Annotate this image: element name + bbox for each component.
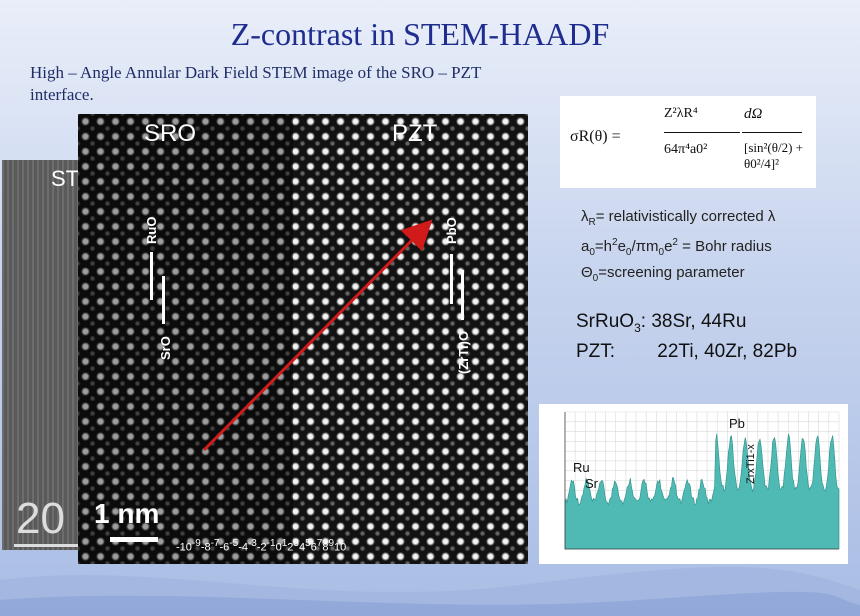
sro-atomic-numbers: SrRuO3: 38Sr, 44Ru [576, 311, 747, 335]
sro-label: SRO [144, 120, 197, 147]
intensity-line-profile: Ru Sr Pb ZrxTi1-x [539, 404, 848, 564]
axis-number: 9 [328, 538, 334, 549]
profile-axes [564, 412, 839, 550]
formula-denominator: 64π⁴a0² [664, 142, 708, 157]
axis-number: -10 [176, 541, 192, 554]
formula-bracket: [sin²(θ/2) + θ0²/4]² [744, 140, 803, 171]
atomic-numbers: SrRuO3: 38Sr, 44Ru PZT: 22Ti, 40Zr, 82Pb [576, 310, 797, 364]
axis-number: -2 [256, 541, 267, 554]
position-axis-numbers: -10-9-8-7-6-5-4-3-2-1012345678910 [176, 538, 346, 554]
profile-area [564, 433, 840, 550]
axis-number: 6 [310, 541, 317, 554]
bohr-definition: a0=h2e0/πm0e2 = Bohr radius [581, 237, 772, 258]
sro-column-marker [162, 276, 165, 324]
pzt-label: PZT [392, 120, 438, 147]
lambda-definition: λR= relativistically corrected λ [581, 208, 776, 228]
slide-title: Z-contrast in STEM-HAADF [230, 16, 610, 52]
formula-differential: dΩ [744, 106, 763, 122]
axis-number: -6 [219, 541, 230, 554]
axis-number: 2 [287, 541, 294, 554]
sro-region [78, 114, 293, 564]
axis-number: -8 [200, 541, 211, 554]
symbol-definitions: λR= relativistically corrected λ a0=h2e0… [581, 207, 775, 289]
ru-peak-label: Ru [573, 460, 590, 475]
back-image-scale-value: 20 [16, 494, 65, 543]
axis-number: -3 [247, 538, 257, 549]
back-image-scale-bar [14, 544, 84, 547]
stem-haadf-image: SRO PZT RuO SrO PbO (ZrTi)O 1 nm -10-9-8… [78, 114, 528, 564]
slide-subtitle: High – Angle Annular Dark Field STEM ima… [30, 63, 482, 104]
pzt-atomic-numbers: PZT: 22Ti, 40Zr, 82Pb [576, 340, 798, 362]
axis-number: 4 [298, 541, 306, 554]
theta-definition: Θ0=screening parameter [581, 264, 745, 284]
axis-number: 8 [322, 541, 329, 554]
formula-numerator: Z²λR⁴ [664, 106, 698, 121]
axis-number: -1 [266, 538, 276, 549]
profile-plot [564, 411, 840, 550]
axis-number: 0 [275, 541, 282, 554]
axis-number: -9 [191, 538, 201, 549]
axis-number: 3 [293, 538, 299, 549]
zrti-peak-label: ZrxTi1-x [745, 444, 757, 484]
axis-number: -7 [210, 538, 220, 549]
back-image-label: ST [51, 166, 80, 191]
axis-number: 7 [316, 538, 323, 549]
scale-bar [110, 537, 158, 542]
rutherford-cross-section-formula: σR(θ) = Z²λR⁴ 64π⁴a0² dΩ [sin²(θ/2) + θ0… [560, 96, 816, 188]
ruo-column-marker [150, 252, 153, 300]
formula-fraction-line-2 [742, 132, 802, 133]
axis-number: -5 [229, 538, 239, 549]
sr-peak-label: Sr [585, 476, 598, 491]
pb-peak-label: Pb [729, 416, 745, 431]
axis-number: 5 [305, 538, 311, 549]
formula-lhs: σR(θ) = [570, 128, 621, 145]
scale-bar-label: 1 nm [94, 498, 160, 529]
zrti-column-marker [461, 270, 464, 320]
line-profile-arrow [202, 219, 433, 452]
pbo-column-marker [450, 254, 453, 304]
axis-number: -4 [238, 541, 248, 554]
axis-number: 10 [334, 541, 347, 554]
formula-fraction-line [664, 132, 740, 133]
axis-number: 1 [281, 538, 288, 549]
